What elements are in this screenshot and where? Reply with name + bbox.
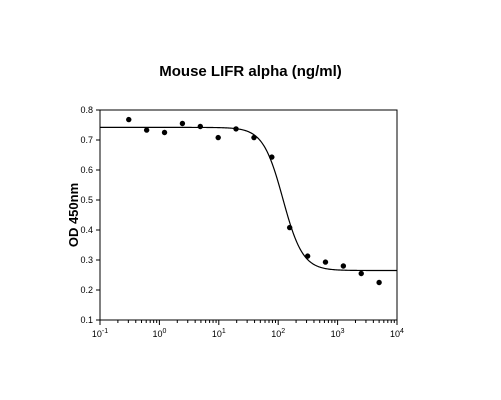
x-tick-base: 10: [331, 329, 341, 339]
data-point: [161, 129, 168, 136]
plot-frame: [99, 109, 398, 321]
data-points-layer: [126, 116, 382, 286]
data-point: [215, 134, 221, 141]
axes-layer: [96, 109, 398, 325]
y-tick-label: 0.3: [80, 255, 93, 265]
y-tick-label: 0.7: [80, 135, 93, 145]
x-tick-exponent: 3: [341, 328, 345, 335]
x-tick-base: 10: [212, 329, 222, 339]
y-tick-label: 0.5: [80, 195, 93, 205]
x-tick-exponent: -1: [102, 328, 108, 335]
y-tick-label: 0.6: [80, 165, 93, 175]
data-point: [358, 270, 364, 277]
data-point: [340, 263, 347, 269]
x-tick-exponent: 0: [162, 328, 166, 335]
x-tick-label: 103: [331, 328, 345, 339]
data-point: [376, 279, 382, 286]
x-tick-base: 10: [152, 329, 162, 339]
data-point: [269, 154, 275, 160]
x-tick-label: 10-1: [92, 328, 108, 339]
x-tick-label: 102: [271, 328, 285, 339]
x-tick-label: 100: [152, 328, 166, 339]
data-point: [233, 126, 239, 132]
data-point: [304, 253, 311, 259]
x-tick-exponent: 4: [400, 328, 404, 335]
data-point: [126, 116, 132, 123]
x-tick-exponent: 1: [222, 328, 226, 335]
y-axis-label: OD 450nm: [66, 183, 81, 247]
x-tick-exponent: 2: [281, 328, 285, 335]
data-point: [286, 224, 293, 231]
data-point: [179, 120, 186, 127]
data-point: [322, 259, 329, 265]
data-point: [197, 123, 203, 130]
y-tick-label: 0.2: [80, 285, 93, 295]
y-tick-label: 0.8: [80, 105, 93, 115]
chart-title: Mouse LIFR alpha (ng/ml): [159, 63, 342, 80]
y-tick-label: 0.1: [80, 315, 93, 325]
tick-labels-layer: 0.10.20.30.40.50.60.70.810-1 100 101 102 103…: [80, 105, 404, 339]
x-tick-base: 10: [92, 329, 102, 339]
y-tick-label: 0.4: [80, 225, 93, 235]
fit-curve-layer: [100, 126, 397, 272]
x-tick-label: 101: [212, 328, 226, 339]
fit-curve: [100, 126, 397, 272]
x-tick-base: 10: [271, 329, 281, 339]
x-tick-base: 10: [390, 329, 400, 339]
data-point: [143, 127, 150, 133]
data-point: [251, 134, 257, 141]
x-tick-label: 104: [390, 328, 404, 339]
